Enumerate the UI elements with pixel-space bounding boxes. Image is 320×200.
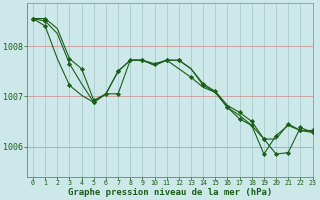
X-axis label: Graphe pression niveau de la mer (hPa): Graphe pression niveau de la mer (hPa) xyxy=(68,188,272,197)
